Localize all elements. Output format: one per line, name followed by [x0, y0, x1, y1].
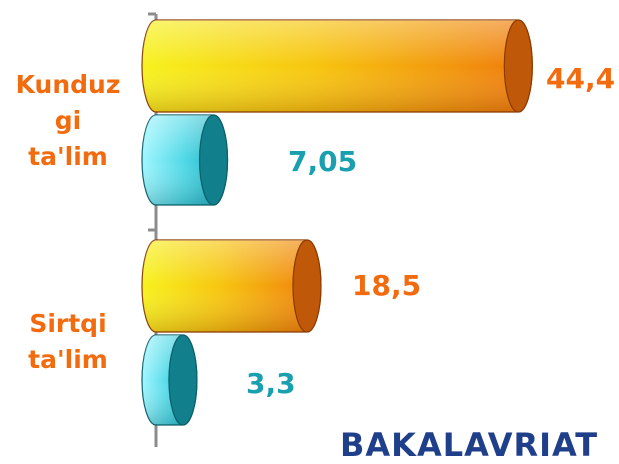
- value-label-s1-c0: 7,05: [288, 145, 358, 178]
- bar-s1-c0: [141, 114, 229, 206]
- category-label-1: Sirtqi ta'lim: [28, 309, 108, 374]
- value-label-s0-c0: 44,4: [546, 62, 616, 95]
- bar-shade-s0-c1: [142, 240, 321, 332]
- bar-s0-c0: [141, 19, 533, 113]
- bar-chart: [141, 12, 533, 447]
- bar-cap-s0-c0: [503, 19, 533, 113]
- bar-cap-s1-c0: [198, 114, 229, 206]
- bar-shade-s0-c0: [142, 20, 533, 113]
- bar-cap-s1-c1: [168, 334, 198, 426]
- footer-title: BAKALAVRIAT: [340, 426, 599, 464]
- bar-cap-s0-c1: [292, 239, 322, 333]
- value-label-s1-c1: 3,3: [246, 367, 296, 400]
- bar-s1-c1: [141, 334, 198, 426]
- category-label-0: Kunduz gi ta'lim: [15, 70, 121, 171]
- bar-s0-c1: [141, 239, 322, 333]
- value-label-s0-c1: 18,5: [352, 269, 422, 302]
